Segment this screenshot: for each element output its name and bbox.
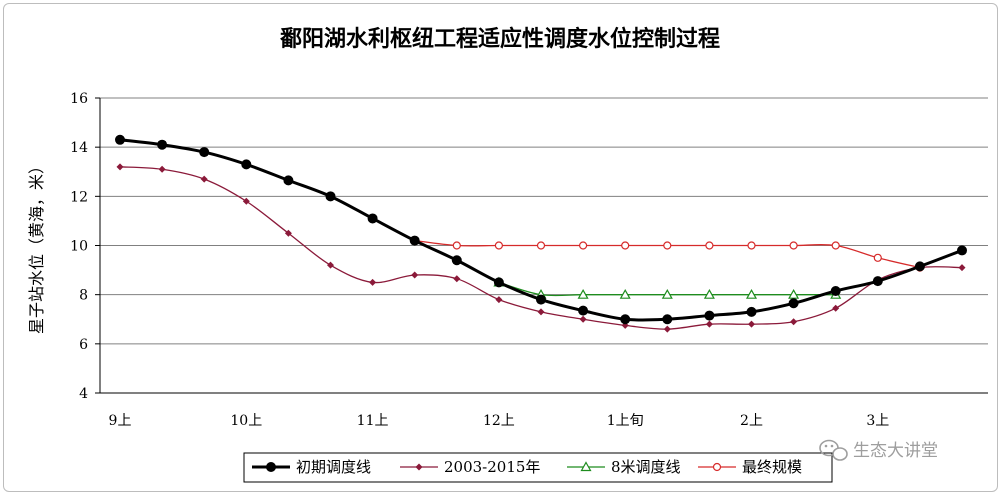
data-point (578, 305, 589, 316)
data-point (745, 288, 758, 299)
legend-label: 最终规模 (742, 458, 802, 476)
x-tick-label: 12上 (483, 413, 515, 429)
data-point (790, 318, 798, 326)
data-point (415, 463, 423, 471)
data-point (914, 261, 925, 272)
data-point (327, 261, 334, 269)
data-point (158, 165, 166, 173)
legend-label: 2003-2015年 (444, 458, 540, 476)
data-point (832, 304, 840, 312)
legend-item: 最终规模 (698, 458, 802, 476)
data-point (284, 229, 292, 237)
data-point (703, 288, 715, 299)
data-point (409, 235, 420, 246)
data-point (325, 191, 336, 202)
data-point (748, 320, 755, 328)
y-axis-label: 星子站水位（黄海，米） (27, 158, 46, 334)
data-point (958, 264, 966, 272)
data-point (266, 462, 276, 472)
data-point (788, 288, 800, 299)
legend-item: 8米调度线 (567, 458, 681, 476)
data-point (577, 288, 589, 299)
data-point (536, 294, 546, 305)
data-point (537, 308, 545, 316)
data-point (411, 271, 419, 279)
x-tick-label: 3上 (866, 413, 889, 429)
series-4 (410, 236, 925, 272)
data-point (199, 147, 210, 158)
y-tick-label: 14 (70, 140, 88, 156)
data-point (788, 298, 799, 309)
data-point (494, 241, 503, 250)
series-1 (115, 134, 967, 325)
data-point (536, 241, 546, 250)
x-tick-label: 9上 (109, 413, 132, 429)
data-point (580, 461, 592, 472)
data-point (831, 241, 840, 250)
series-layer (115, 134, 967, 333)
data-point (746, 306, 757, 317)
data-point (493, 277, 504, 288)
data-point (242, 197, 250, 205)
legend-label: 初期调度线 (296, 458, 371, 476)
y-tick-label: 6 (79, 337, 88, 353)
legend-item: 初期调度线 (252, 458, 371, 476)
data-point (830, 285, 841, 296)
data-point (283, 175, 294, 186)
x-tick-labels: 9上 10上 11上 12上 1上旬 2上 3上 (109, 413, 890, 429)
wechat-icon (819, 439, 848, 461)
data-point (957, 245, 967, 256)
data-point (663, 325, 671, 333)
data-point (579, 315, 587, 323)
x-tick-label: 11上 (357, 413, 389, 429)
data-point (663, 241, 672, 250)
data-point (789, 241, 798, 250)
data-point (452, 241, 461, 250)
data-point (200, 175, 208, 183)
data-point (451, 255, 462, 266)
series-3 (493, 276, 842, 299)
data-point (157, 139, 168, 150)
axes (95, 97, 988, 394)
data-point (115, 134, 125, 145)
data-point (453, 275, 461, 283)
chart-title: 鄱阳湖水利枢纽工程适应性调度水位控制过程 (279, 26, 720, 52)
data-point (712, 462, 722, 472)
legend-label: 8米调度线 (611, 458, 681, 476)
data-point (704, 310, 715, 321)
y-tick-labels: 4 6 8 10 12 14 16 (70, 91, 88, 402)
x-tick-label: 2上 (740, 413, 763, 429)
data-point (661, 288, 673, 299)
data-point (369, 278, 377, 286)
data-point (872, 276, 883, 287)
data-point (705, 241, 714, 250)
y-tick-label: 16 (70, 91, 88, 107)
data-point (367, 213, 378, 224)
y-tick-label: 10 (70, 239, 88, 255)
data-point (873, 253, 882, 262)
data-point (619, 288, 631, 299)
legend-item: 2003-2015年 (400, 458, 540, 476)
data-point (578, 241, 588, 250)
gridlines (100, 97, 988, 345)
data-point (705, 320, 713, 328)
watermark-text: 生态大讲堂 (853, 441, 938, 461)
data-point (495, 296, 503, 304)
legend-items: 初期调度线 2003-2015年 8米调度线 最终规模 (252, 458, 802, 476)
data-point (241, 159, 252, 170)
watermark: 生态大讲堂 (819, 439, 938, 461)
y-tick-label: 8 (79, 288, 88, 304)
data-point (662, 314, 673, 325)
data-point (747, 241, 756, 250)
y-tick-label: 12 (70, 189, 88, 205)
y-tick-label: 4 (79, 386, 88, 402)
x-tick-label: 10上 (230, 413, 262, 429)
data-point (116, 163, 124, 171)
data-point (621, 241, 630, 250)
x-tick-label: 1上旬 (607, 413, 644, 429)
data-point (620, 314, 631, 325)
